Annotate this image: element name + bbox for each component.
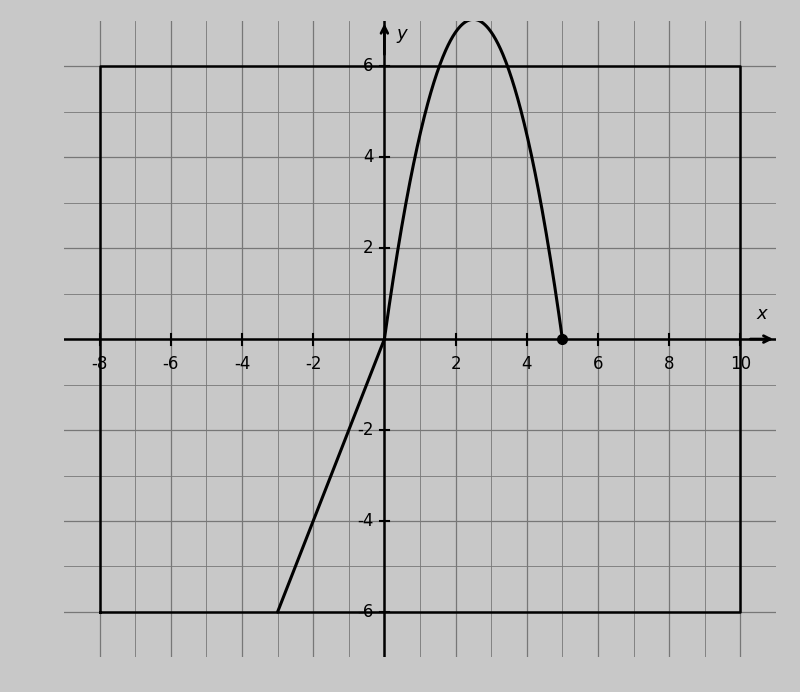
Text: y: y <box>397 26 407 44</box>
Text: -8: -8 <box>91 355 108 373</box>
Text: -4: -4 <box>358 512 374 530</box>
Text: -2: -2 <box>305 355 322 373</box>
Text: 4: 4 <box>363 148 374 166</box>
Text: 2: 2 <box>450 355 461 373</box>
Text: 10: 10 <box>730 355 751 373</box>
Text: -2: -2 <box>358 421 374 439</box>
Text: 4: 4 <box>522 355 532 373</box>
Text: 2: 2 <box>363 239 374 257</box>
Text: -6: -6 <box>358 603 374 621</box>
Text: 6: 6 <box>363 57 374 75</box>
Text: 8: 8 <box>664 355 674 373</box>
Text: 6: 6 <box>593 355 603 373</box>
Text: x: x <box>757 305 767 323</box>
Text: -4: -4 <box>234 355 250 373</box>
Text: -6: -6 <box>162 355 179 373</box>
